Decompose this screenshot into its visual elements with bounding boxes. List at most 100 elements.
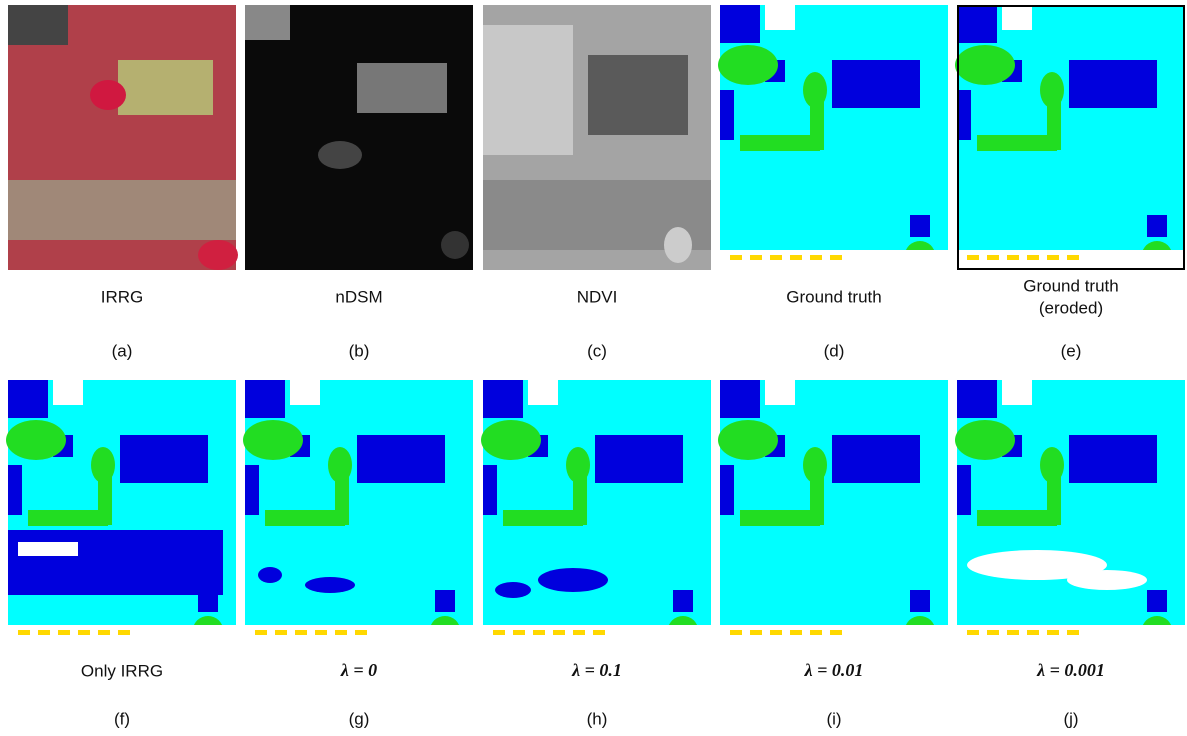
region <box>770 630 782 635</box>
region <box>483 380 523 418</box>
caption: nDSM <box>335 287 382 306</box>
panel-image <box>6 380 236 645</box>
region <box>1002 5 1032 30</box>
region <box>832 435 920 483</box>
region <box>355 630 367 635</box>
region <box>957 465 971 515</box>
region <box>1047 630 1059 635</box>
image <box>245 5 473 270</box>
caption: IRRG <box>101 287 144 306</box>
region <box>987 630 999 635</box>
region <box>255 630 267 635</box>
region <box>1067 255 1079 260</box>
region <box>790 255 802 260</box>
region <box>664 227 692 263</box>
region <box>481 420 541 460</box>
panel-image <box>245 5 473 270</box>
region <box>245 5 290 40</box>
panel-letter: (f) <box>114 709 130 728</box>
region <box>483 25 573 155</box>
region <box>1002 380 1032 405</box>
region <box>8 180 236 240</box>
region <box>730 630 742 635</box>
region <box>357 435 445 483</box>
region <box>1007 630 1019 635</box>
panel-letter: (e) <box>1061 341 1082 360</box>
region <box>832 60 920 108</box>
region <box>910 590 930 612</box>
region <box>593 630 605 635</box>
panel-letter: (i) <box>826 709 841 728</box>
region <box>198 240 238 270</box>
region <box>357 63 447 113</box>
region <box>335 470 349 525</box>
caption: Only IRRG <box>81 661 163 680</box>
panel-image <box>955 380 1185 645</box>
region <box>1007 255 1019 260</box>
figure: IRRG(a)nDSM(b)NDVI(c)Ground truth(d)Grou… <box>0 0 1187 736</box>
region <box>1147 215 1167 237</box>
region <box>258 567 282 583</box>
region <box>987 255 999 260</box>
region <box>435 590 455 612</box>
region <box>243 420 303 460</box>
region <box>493 630 505 635</box>
region <box>295 630 307 635</box>
region <box>8 530 223 595</box>
region <box>18 542 78 556</box>
region <box>910 215 930 237</box>
region <box>18 630 30 635</box>
region <box>98 470 112 525</box>
region <box>6 420 66 460</box>
region <box>673 590 693 612</box>
region <box>750 255 762 260</box>
region <box>955 420 1015 460</box>
region <box>977 135 1057 151</box>
region <box>8 380 48 418</box>
panel-image <box>483 5 711 270</box>
region <box>1069 60 1157 108</box>
caption: λ = 0.1 <box>571 660 622 680</box>
caption: λ = 0 <box>340 660 377 680</box>
region <box>957 90 971 140</box>
region <box>1067 570 1147 590</box>
panel-image <box>718 380 948 645</box>
region <box>245 380 285 418</box>
caption: Ground truth <box>1023 276 1118 295</box>
region <box>503 510 583 526</box>
region <box>573 470 587 525</box>
region <box>830 255 842 260</box>
panel-letter: (h) <box>587 709 608 728</box>
region <box>967 255 979 260</box>
region <box>335 630 347 635</box>
region <box>810 95 824 150</box>
region <box>790 630 802 635</box>
panel-letter: (a) <box>112 341 133 360</box>
region <box>830 630 842 635</box>
region <box>38 630 50 635</box>
region <box>441 231 469 259</box>
region <box>245 465 259 515</box>
region <box>78 630 90 635</box>
region <box>275 630 287 635</box>
region <box>595 435 683 483</box>
region <box>720 465 734 515</box>
caption: NDVI <box>577 287 618 306</box>
region <box>265 510 345 526</box>
caption: λ = 0.001 <box>1036 660 1105 680</box>
region <box>810 630 822 635</box>
region <box>720 380 760 418</box>
region <box>528 380 558 405</box>
region <box>1147 590 1167 612</box>
caption: Ground truth <box>786 287 881 306</box>
region <box>718 45 778 85</box>
region <box>315 630 327 635</box>
region <box>118 60 213 115</box>
panel-letter: (d) <box>824 341 845 360</box>
region <box>750 630 762 635</box>
panel-letter: (j) <box>1063 709 1078 728</box>
panel-letter: (g) <box>349 709 370 728</box>
region <box>730 255 742 260</box>
panel-image <box>481 380 711 645</box>
region <box>513 630 525 635</box>
